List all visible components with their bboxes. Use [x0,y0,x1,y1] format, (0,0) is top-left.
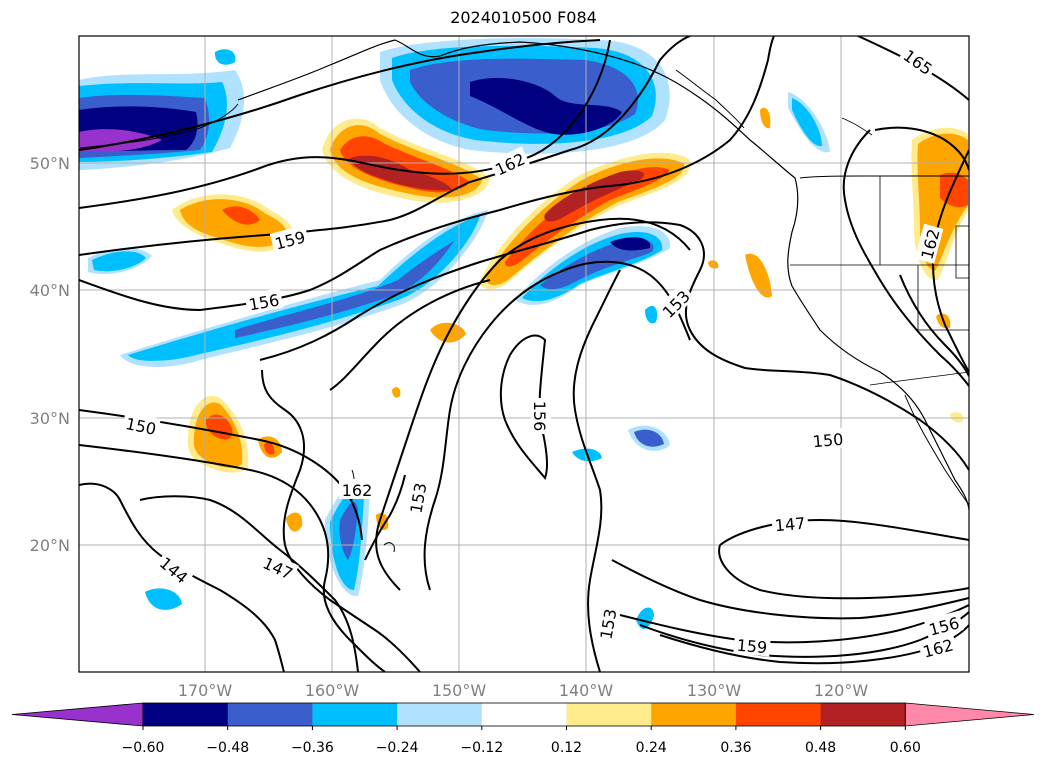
colorbar-segment [651,703,737,726]
colorbar-tick-label: 0.36 [720,740,751,756]
colorbar-tick-label: 0.24 [636,740,667,756]
colorbar-segment [820,703,906,726]
contour-label-bg [898,42,940,80]
negative-blobs [79,38,830,629]
colorbar-tick-label: 0.48 [805,740,836,756]
colorbar: −0.60 −0.48 −0.36 −0.24 −0.12 0.12 0.24 0.36 0.4… [11,702,1035,756]
colorbar-segment [312,703,398,726]
lon-label: 130°W [687,681,742,700]
lat-label: 50°N [30,154,70,173]
map-title: 2024010500 F084 [450,8,597,27]
lat-label: 40°N [30,281,70,300]
contour-label-bg [154,550,195,589]
contour-label-bg [733,633,771,657]
lon-label: 140°W [559,681,614,700]
lon-label: 150°W [432,681,487,700]
colorbar-segment [227,703,313,726]
contour-label: 153 [596,607,620,640]
contour-label: 150 [812,430,844,452]
colorbar-tick-label: −0.60 [122,740,165,756]
colorbar-tick-label: 0.12 [551,740,582,756]
colorbar-extend-high [904,702,1035,727]
contour-label-bg [531,398,551,434]
lat-label: 20°N [30,536,70,555]
lon-label: 170°W [178,681,233,700]
longitude-labels: 170°W 160°W 150°W 140°W 130°W 120°W [178,681,869,700]
colorbar-tick-label: 0.60 [890,740,921,756]
contour-label-bg [655,283,696,324]
lat-label: 30°N [30,409,70,428]
positive-blobs [172,107,968,532]
contour-label-bg [914,223,944,264]
map-frame [78,35,970,673]
lon-label: 160°W [305,681,360,700]
colorbar-segment [566,703,652,726]
contour-label-bg [771,511,809,535]
contour-label: 162 [921,635,955,661]
shaded-field [79,38,968,629]
lon-label: 120°W [814,681,869,700]
contour-label-bg [269,224,310,254]
contour-label-bg [917,632,958,662]
colorbar-segment [481,703,567,726]
contour-label-bg [339,479,375,499]
contour-label: 162 [342,481,373,500]
contour-label-bg [809,427,847,451]
latitude-labels: 50°N 40°N 30°N 20°N [30,154,70,555]
colorbar-tick-label: −0.12 [460,740,503,756]
colorbar-tick-label: −0.48 [206,740,249,756]
contour-label: 156 [530,401,549,432]
colorbar-extend-low [11,702,144,727]
colorbar-tick-label: −0.36 [291,740,334,756]
colorbar-segment [397,703,483,726]
colorbar-tick-label: −0.24 [376,740,419,756]
contour-label-bg [257,550,299,584]
contour-label: 153 [406,481,430,514]
contour-label: 147 [774,514,806,536]
contour-label-bg [404,478,430,518]
contour-label-bg [244,288,284,314]
colorbar-segment [143,703,229,726]
colorbar-segment [735,703,822,726]
contour-label: 159 [736,636,768,658]
contour-label-bg [923,610,964,640]
colorbar-frame [142,702,906,727]
contour-label-bg [594,604,620,644]
contour-label-bg [121,411,161,439]
contour-label-bg [489,146,531,180]
